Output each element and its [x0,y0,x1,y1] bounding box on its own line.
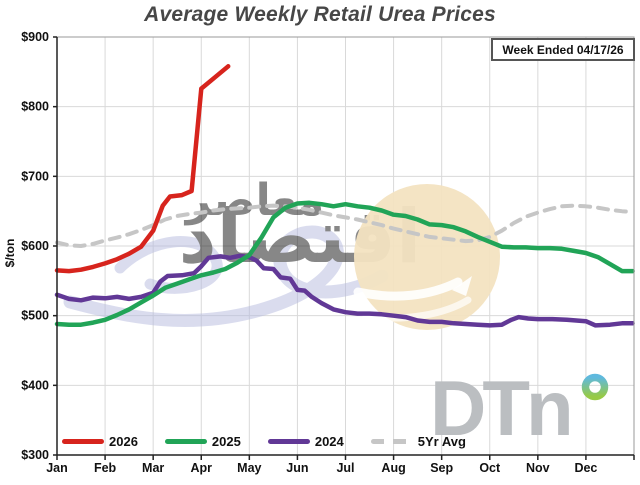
series-2026-line [54,64,231,274]
svg-text:معاصر: معاصر [184,176,325,226]
legend-label-2026: 2026 [109,433,138,449]
x-tick-label: Aug [381,461,405,475]
legend-item-5yr-avg: 5Yr Avg [370,433,466,449]
series-2024-line [54,253,635,328]
legend-label-2025: 2025 [211,433,241,449]
x-tick-label: Jul [336,461,354,475]
chart-title: Average Weekly Retail Urea Prices [144,3,496,26]
x-tick-label: Dec [574,461,597,475]
data-series [54,64,635,328]
y-tick-label: $300 [21,448,49,462]
legend-item-2024: 2024 [267,433,344,449]
y-tick-label: $600 [21,239,49,253]
y-tick-label: $900 [21,30,49,44]
x-tick-label: Feb [94,461,117,475]
axes [53,36,635,460]
legend-swatch-2025 [164,438,207,444]
x-tick-label: Sep [430,461,453,475]
y-tick-label: $400 [21,378,49,392]
legend-item-2025: 2025 [164,433,241,449]
y-tick-label: $800 [21,100,49,114]
x-tick-label: Oct [479,461,501,475]
tan-circle-watermark [353,184,500,330]
y-axis-title: $/ton [3,239,17,268]
legend-swatch-2026 [62,438,104,444]
dtn-degree-ring-icon [581,373,609,401]
x-tick-label: Jun [286,461,308,475]
legend-item-2026: 2026 [62,434,138,449]
y-axis-labels: $300 $400 $500 $600 $700 $800 $900 [21,30,49,462]
x-tick-label: Nov [526,461,550,475]
y-tick-label: $500 [21,309,49,323]
y-tick-label: $700 [21,169,49,183]
legend-label-2024: 2024 [314,433,344,449]
series-2025-line [54,200,635,327]
x-tick-label: Apr [190,461,212,475]
x-tick-label: Jan [46,461,68,475]
week-ended-badge: Week Ended 04/17/26 [491,38,635,61]
x-axis-labels: Jan Feb Mar Apr May Jun Jul Aug Sep Oct Nov Dec [46,461,597,475]
legend-swatch-5yr-avg [370,438,413,444]
legend: 2026 2025 2024 5Yr Avg [62,432,493,450]
x-tick-label: May [237,461,261,475]
x-tick-label: Mar [142,461,164,475]
legend-swatch-2024 [267,438,310,444]
legend-label-5yr-avg: 5Yr Avg [417,433,466,449]
dtn-logo-watermark: DTn [430,364,574,452]
